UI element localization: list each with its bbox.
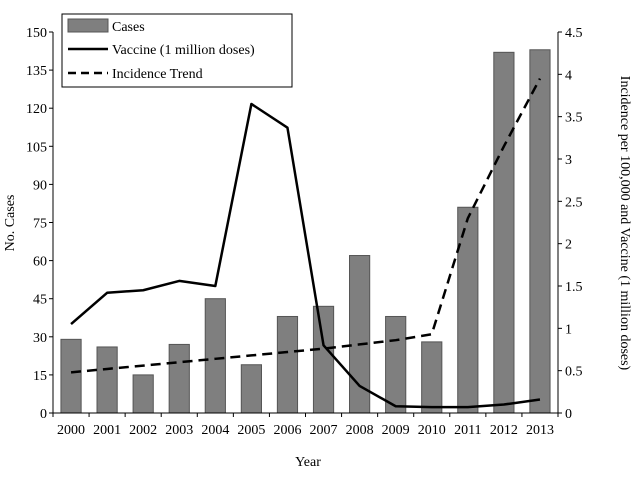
line-series — [70, 77, 542, 409]
left-tick-label: 120 — [26, 102, 47, 117]
x-tick-label: 2003 — [165, 423, 193, 438]
x-tick-label: 2004 — [201, 423, 229, 438]
right-tick-label: 2.5 — [565, 195, 583, 210]
right-tick-label: 2 — [565, 238, 572, 253]
left-axis-ticks: 0 15 30 45 60 75 90 105 120 135 150 — [26, 26, 53, 422]
bar-cases-2010 — [421, 341, 443, 414]
bar-cases-2007 — [312, 305, 335, 414]
x-tick-label: 2008 — [346, 423, 374, 438]
left-tick-label: 105 — [26, 140, 47, 155]
bar-cases-2009 — [385, 315, 407, 414]
x-tick-label: 2001 — [93, 423, 121, 438]
x-axis-ticks: 2000 2001 2002 2003 2004 2005 2006 2007 2008 2009… — [52, 413, 559, 438]
left-axis-title: No. Cases — [3, 195, 18, 252]
legend-swatch-cases — [67, 18, 109, 33]
x-tick-label: 2012 — [490, 423, 518, 438]
left-tick-label: 150 — [26, 26, 47, 41]
x-tick-label: 2010 — [418, 423, 446, 438]
left-tick-label: 90 — [33, 178, 47, 193]
bar-cases-2013 — [529, 49, 551, 414]
left-tick-label: 45 — [33, 293, 47, 308]
incidence-trend-line — [70, 77, 542, 374]
bar-cases-2000 — [60, 338, 82, 414]
vaccine-line — [70, 102, 541, 409]
right-tick-label: 4 — [565, 68, 572, 83]
x-axis-title: Year — [295, 455, 321, 470]
right-tick-label: 0 — [565, 407, 572, 422]
bar-cases-2002 — [132, 374, 154, 414]
x-tick-label: 2002 — [129, 423, 157, 438]
right-tick-label: 1.5 — [565, 280, 583, 295]
left-tick-label: 0 — [40, 407, 47, 422]
legend: Cases Vaccine (1 million doses) Incidenc… — [61, 13, 293, 88]
right-tick-label: 3.5 — [565, 111, 583, 126]
left-tick-label: 75 — [33, 217, 47, 232]
right-tick-label: 1 — [565, 322, 572, 337]
bar-cases-2012 — [493, 51, 515, 414]
right-axis-ticks: 0 0.5 1 1.5 2 2.5 3 3.5 4 4.5 — [558, 26, 583, 422]
legend-label-cases: Cases — [112, 20, 145, 35]
bar-cases-2011 — [457, 206, 479, 414]
legend-label-vaccine: Vaccine (1 million doses) — [112, 43, 255, 58]
x-tick-label: 2009 — [382, 423, 410, 438]
x-tick-label: 2005 — [237, 423, 265, 438]
right-tick-label: 0.5 — [565, 365, 583, 380]
right-tick-label: 3 — [565, 153, 572, 168]
bar-cases-2006 — [276, 315, 299, 414]
left-tick-label: 135 — [26, 64, 47, 79]
x-tick-label: 2007 — [310, 423, 338, 438]
bar-cases-2001 — [96, 346, 118, 414]
right-axis-title: Incidence per 100,000 and Vaccine (1 mil… — [617, 76, 632, 371]
x-tick-label: 2011 — [454, 423, 481, 438]
left-tick-label: 30 — [33, 331, 47, 346]
x-tick-label: 2013 — [526, 423, 554, 438]
bar-cases-2004 — [204, 298, 226, 414]
right-tick-label: 4.5 — [565, 26, 583, 41]
left-tick-label: 60 — [33, 255, 47, 270]
bar-cases-2005 — [240, 364, 262, 414]
left-tick-label: 15 — [33, 369, 47, 384]
bar-cases-2003 — [168, 343, 190, 414]
legend-label-incidence: Incidence Trend — [112, 67, 203, 82]
x-tick-label: 2006 — [273, 423, 301, 438]
x-tick-label: 2000 — [57, 423, 85, 438]
